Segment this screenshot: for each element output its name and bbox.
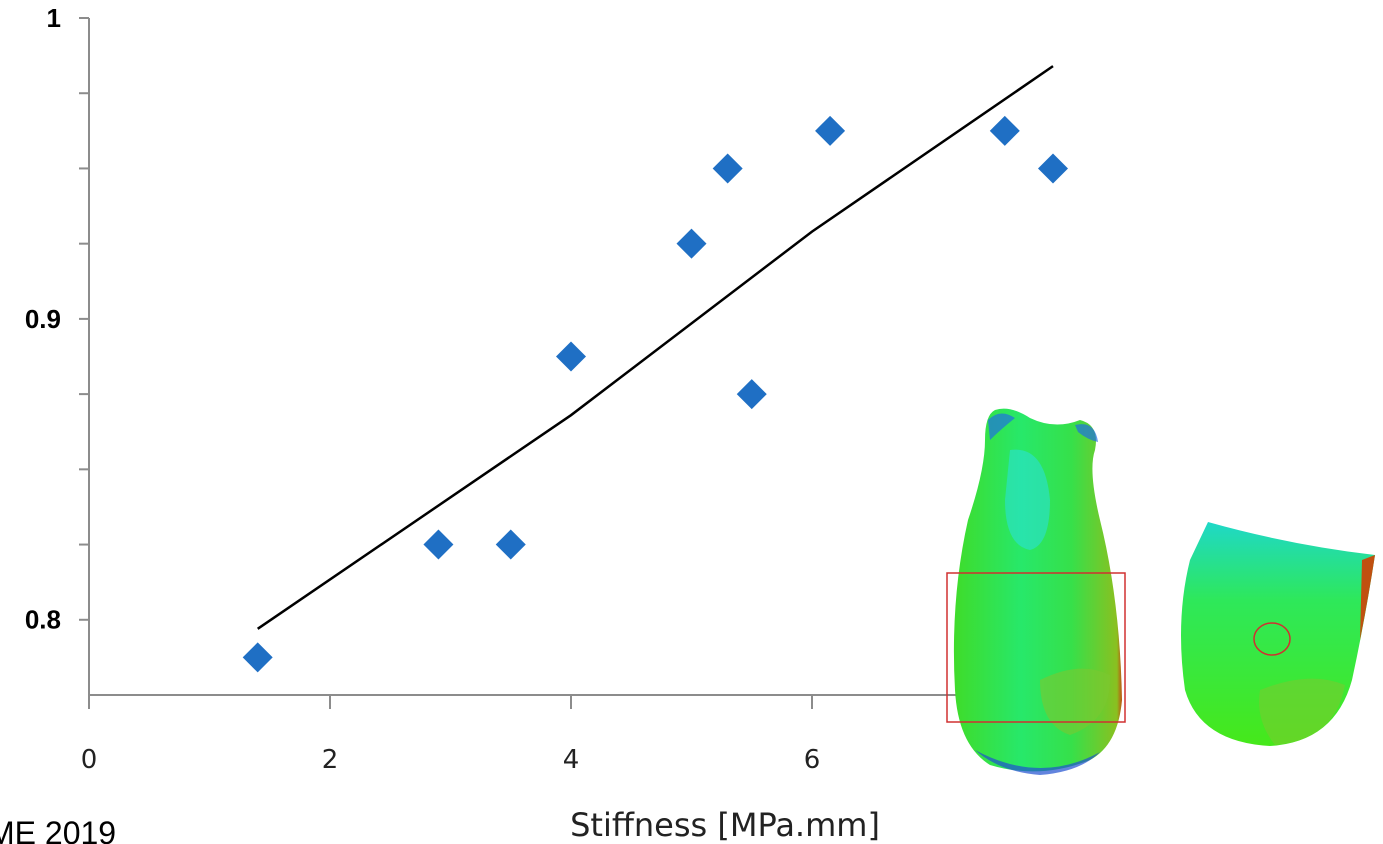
footnote: ME 2019 [0,815,116,844]
point [736,379,767,410]
point [989,115,1020,146]
point [676,228,707,259]
y-tick-label: 1 [47,3,61,33]
model-front-top [988,413,1098,442]
point [242,642,273,673]
highlight-box [946,572,1126,723]
point [815,115,846,146]
point [423,529,454,560]
point [556,341,586,372]
x-axis-label: Stiffness [MPa.mm] [570,806,880,844]
model-front-bottom [975,750,1100,775]
model-images [946,408,1375,775]
model-section-patch [1259,678,1345,745]
trend-line [256,65,1054,630]
point [495,529,526,560]
x-tick-label: 0 [81,745,98,775]
x-tick-label: 2 [322,745,339,775]
point [1038,153,1068,184]
y-tick-label: 0.8 [25,605,61,635]
model-front-shade [1005,449,1050,550]
point [712,153,743,184]
highlight-circle [1253,622,1291,656]
model-front-patch [1040,668,1111,735]
x-tick-label: 6 [804,745,821,775]
y-tick-label: 0.9 [25,304,61,334]
model-section-edge [1360,555,1375,640]
plot-area: 0.8 0.9 1 0 2 4 6 [25,3,1068,775]
x-tick-label: 4 [563,745,580,775]
